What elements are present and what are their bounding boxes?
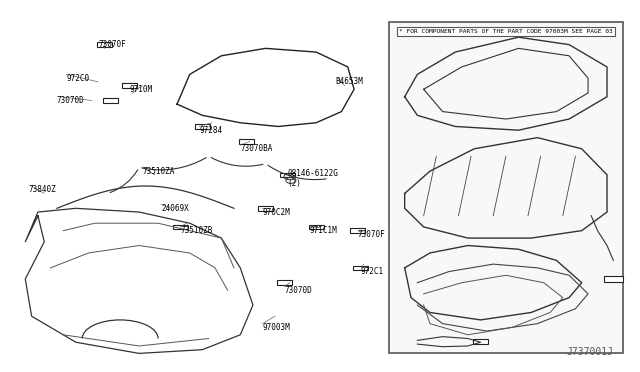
Text: B4653M: B4653M bbox=[335, 77, 363, 86]
Text: 73070BA: 73070BA bbox=[240, 144, 273, 153]
Text: 970C2M: 970C2M bbox=[262, 208, 290, 217]
Text: 97284: 97284 bbox=[199, 126, 222, 135]
Bar bbox=[349, 228, 365, 233]
Text: * FOR COMPONENT PARTS OF THE PART CODE 97003M SEE PAGE 03: * FOR COMPONENT PARTS OF THE PART CODE 9… bbox=[399, 29, 612, 34]
Text: J737001J: J737001J bbox=[566, 347, 613, 357]
Bar bbox=[97, 42, 112, 47]
Text: 73840Z: 73840Z bbox=[28, 185, 56, 194]
Text: 972C1: 972C1 bbox=[360, 267, 383, 276]
Text: 9710M: 9710M bbox=[130, 85, 153, 94]
FancyBboxPatch shape bbox=[389, 22, 623, 353]
Text: 972C0: 972C0 bbox=[67, 74, 90, 83]
Bar bbox=[473, 339, 488, 344]
Text: 73070F: 73070F bbox=[98, 40, 126, 49]
Bar bbox=[604, 276, 623, 282]
Text: 971C1M: 971C1M bbox=[310, 226, 337, 235]
Text: 08146-6122G
(2): 08146-6122G (2) bbox=[288, 169, 339, 188]
Text: 73510ZA: 73510ZA bbox=[142, 167, 175, 176]
Bar bbox=[239, 139, 254, 144]
Text: 24069X: 24069X bbox=[161, 204, 189, 213]
Text: 97003M: 97003M bbox=[262, 323, 290, 332]
Bar bbox=[173, 225, 188, 229]
Bar bbox=[195, 124, 210, 129]
Bar bbox=[103, 98, 118, 103]
Bar bbox=[280, 173, 295, 177]
Text: 73070D: 73070D bbox=[57, 96, 84, 105]
Text: 73070D: 73070D bbox=[285, 286, 312, 295]
Bar bbox=[258, 206, 273, 211]
Bar bbox=[277, 280, 292, 285]
Bar bbox=[308, 225, 324, 229]
Text: 73070F: 73070F bbox=[357, 230, 385, 239]
Bar bbox=[122, 83, 137, 88]
Bar bbox=[353, 266, 368, 270]
Text: 73510ZB: 73510ZB bbox=[180, 226, 212, 235]
